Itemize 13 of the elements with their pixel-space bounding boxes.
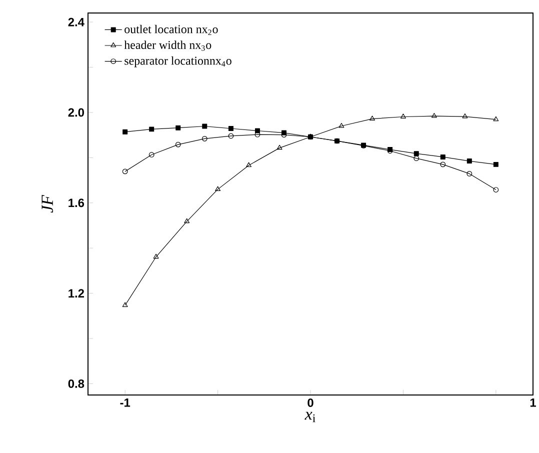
y-tick-label: 2.4 — [68, 18, 84, 26]
y-tick-label: 1.6 — [68, 198, 84, 208]
legend-label: outlet location nx$_{2}$o — [124, 24, 218, 35]
legend-label: separator locationnx$_{4}$o — [124, 56, 232, 68]
y-tick-label: 2.0 — [68, 108, 84, 117]
legend-label: header width nx$_{3}$o — [124, 40, 212, 51]
y-axis-title: JF — [42, 194, 54, 213]
y-tick-label: 0.8 — [68, 379, 84, 388]
y-tick-label: 1.2 — [68, 289, 84, 298]
x-tick-label: 0 — [308, 398, 314, 407]
x-tick-label: 1 — [530, 398, 536, 407]
x-axis-title: x$_{i}$ — [304, 412, 316, 422]
x-tick-label: -1 — [120, 398, 130, 407]
